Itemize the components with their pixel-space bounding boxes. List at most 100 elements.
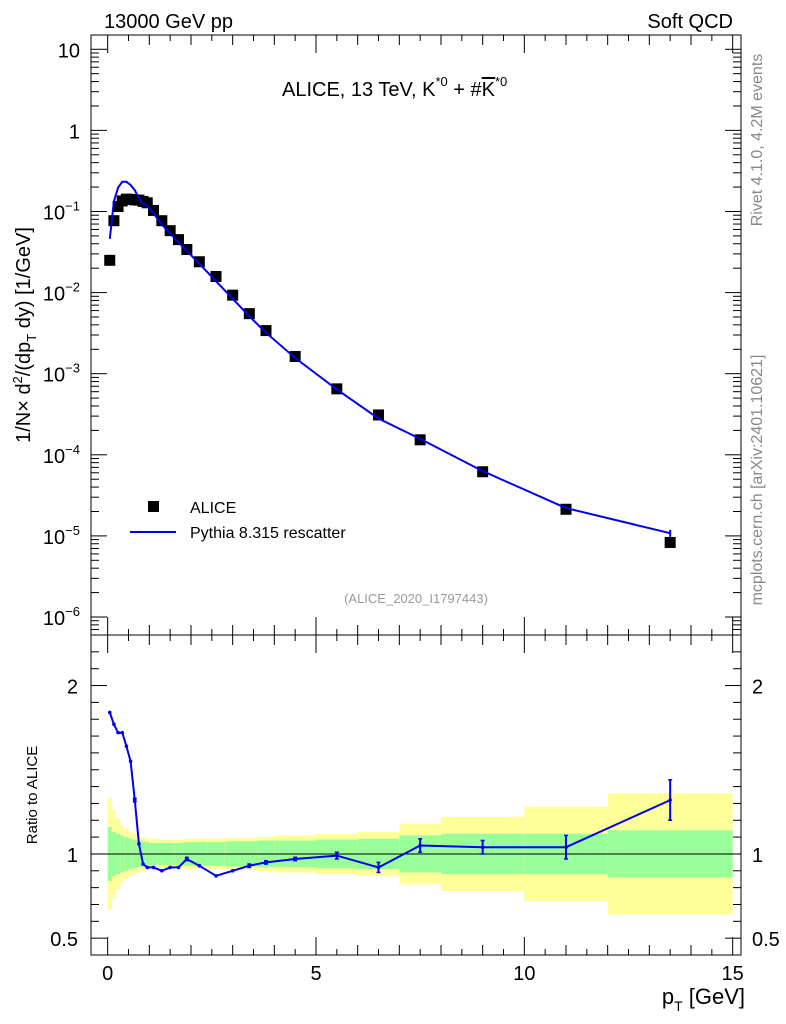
data-point: [148, 204, 159, 216]
ratio-frame: [90, 634, 742, 956]
ytick-base: 10: [43, 527, 65, 549]
ytick-base: 10: [43, 446, 65, 468]
ratio-mc-point: [668, 798, 672, 802]
main-ytick-label: 10−4: [43, 442, 80, 468]
ylabel-f: dy) [1/GeV]: [13, 227, 35, 334]
main-ytick-label: 10−5: [43, 523, 80, 549]
main-ytick-label: 10−3: [43, 361, 80, 387]
ytick-exp: −4: [65, 442, 80, 457]
data-point: [112, 201, 124, 213]
main-ylabel: 1/N× d2/(dpT dy) [1/GeV]: [10, 227, 39, 443]
ratio-mc-point: [112, 722, 116, 727]
ytick-base: 10: [43, 365, 65, 387]
main-ytick-label: 10−1: [43, 198, 80, 224]
ytick-exp: −6: [65, 604, 80, 619]
ratio-mc-point: [197, 863, 202, 868]
ratio-ytick-label: 2: [67, 677, 78, 699]
ratio-xtick-label: 5: [310, 963, 321, 985]
ratio-mc-point: [480, 845, 485, 850]
ratio-mc-point: [185, 857, 189, 861]
data-point: [193, 256, 205, 268]
data-point: [108, 215, 120, 227]
legend-data-label: ALICE: [190, 500, 236, 517]
ylabel-c: 2: [10, 376, 25, 383]
main-ytick-label: 10−2: [43, 280, 80, 306]
ratio-mc-point: [137, 842, 141, 846]
rivet-label: Rivet 4.1.0, 4.2M events: [749, 54, 766, 227]
ylabel-b: × d: [13, 383, 35, 411]
data-point: [560, 503, 572, 515]
data-point: [373, 409, 384, 421]
ytick-base: 10: [43, 202, 65, 224]
ratio-ytick-label-right: 0.5: [752, 929, 780, 951]
ratio-mc-point: [214, 874, 218, 878]
ylabel-a: 1/N: [13, 412, 35, 443]
ratio-mc-point: [418, 843, 422, 848]
ytick-base: 10: [43, 284, 65, 306]
header-right: Soft QCD: [647, 11, 733, 33]
main-title: ALICE, 13 TeV, K*0 + #K*0: [282, 74, 507, 101]
analysis-watermark: (ALICE_2020_I1797443): [344, 591, 488, 606]
data-point: [227, 289, 239, 301]
ratio-ylabel: Ratio to ALICE: [24, 746, 41, 844]
main-frame: [90, 34, 742, 636]
header-left: 13000 GeV pp: [104, 11, 233, 33]
ratio-mc-point: [128, 759, 133, 764]
ratio-mc-point: [160, 868, 164, 873]
ratio-mc-point: [230, 868, 235, 873]
ratio-xtick-label: 15: [722, 963, 744, 985]
ytick-exp: −5: [65, 523, 80, 538]
ratio-mc-point: [145, 865, 150, 870]
ratio-mc-point: [376, 865, 381, 870]
legend-mc-label: Pythia 8.315 rescatter: [190, 525, 346, 542]
xlabel-b: T: [674, 998, 683, 1014]
xlabel-c: [GeV]: [683, 984, 745, 1009]
mc-line: [108, 180, 671, 535]
ytick-exp: −1: [65, 198, 80, 213]
ytick-base: 10: [58, 40, 80, 62]
data-point: [141, 197, 153, 209]
ytick-exp: −3: [65, 361, 80, 376]
ratio-xtick-label: 0: [102, 963, 113, 985]
ratio-mc-point: [124, 744, 129, 748]
data-point: [156, 215, 168, 227]
title-main: ALICE, 13 TeV, K: [282, 79, 436, 101]
ratio-mc-point: [120, 730, 125, 735]
ytick-exp: −2: [65, 280, 80, 295]
ratio-mc-point: [293, 857, 297, 861]
ratio-mc-point: [564, 845, 568, 850]
ratio-mc-point: [176, 865, 181, 870]
ratio-mc-point: [116, 730, 120, 735]
title-sup1: *0: [435, 74, 447, 89]
ratio-panel: 0 5 10 15 0.5 0.5 1 1 2 2 Ratio to ALICE pT [GeV]: [24, 634, 780, 1014]
ratio-xlabel: pT [GeV]: [662, 984, 745, 1014]
main-ytick-label: 10: [58, 40, 80, 62]
ratio-mc-point: [335, 853, 339, 858]
data-point: [173, 234, 184, 246]
title-sup2: *0: [495, 74, 507, 89]
title-kbar: K: [482, 79, 496, 101]
data-point: [104, 254, 116, 266]
ratio-mc-point: [107, 710, 112, 715]
ratio-ytick-label-right: 2: [752, 677, 763, 699]
main-ytick-label: 1: [69, 121, 80, 143]
legend: ALICE Pythia 8.315 rescatter: [130, 500, 346, 542]
title-mid: + #: [448, 79, 483, 101]
legend-data-marker: [148, 501, 159, 512]
ytick-base: 10: [43, 608, 65, 630]
ratio-mc-point: [264, 860, 268, 865]
ratio-mc-point: [247, 863, 252, 868]
ylabel-e: T: [24, 334, 39, 342]
ratio-mc-point: [132, 798, 137, 802]
data-point: [164, 225, 176, 237]
ratio-mc-point: [141, 862, 145, 866]
ratio-xtick-label: 10: [513, 963, 535, 985]
ylabel-d: /(dp: [13, 342, 35, 376]
data-point: [243, 308, 255, 320]
ratio-ytick-label: 0.5: [50, 929, 78, 951]
data-point: [664, 536, 676, 548]
main-ytick-label: 10−6: [43, 604, 80, 630]
data-point: [260, 325, 272, 337]
ratio-ytick-label: 1: [67, 845, 78, 867]
